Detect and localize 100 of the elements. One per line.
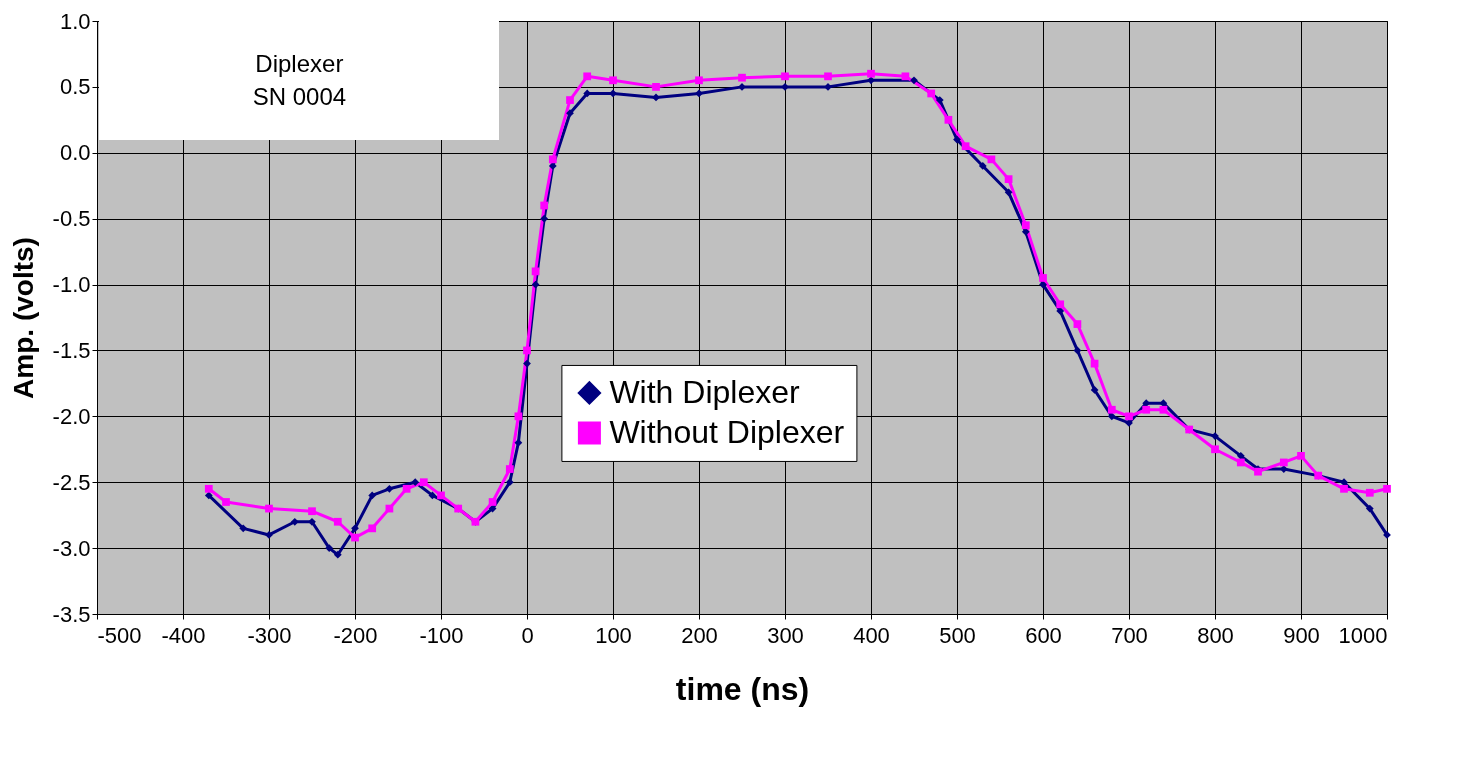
point <box>1021 221 1030 230</box>
legend-label: With Diplexer <box>609 373 801 410</box>
point <box>781 72 789 81</box>
x-tick-label: 200 <box>681 622 718 648</box>
x-tick-label: 0 <box>521 622 534 648</box>
y-axis-title: Amp. (volts) <box>7 237 39 399</box>
x-tick-label: 1000 <box>1338 622 1388 648</box>
point <box>333 550 342 559</box>
point <box>505 478 514 487</box>
point <box>1159 405 1168 414</box>
point <box>419 478 428 487</box>
x-tick-label: -400 <box>161 622 206 648</box>
point <box>695 76 703 85</box>
point <box>402 484 411 493</box>
point <box>1211 445 1219 454</box>
annotation: SN 0004 <box>252 82 347 113</box>
point <box>540 201 549 210</box>
point <box>411 478 420 487</box>
point <box>531 280 540 289</box>
point <box>368 491 377 500</box>
point <box>1073 346 1082 355</box>
point <box>738 83 746 91</box>
point <box>1365 504 1374 513</box>
point <box>961 142 970 151</box>
point <box>368 524 377 533</box>
point <box>540 214 549 223</box>
point <box>1056 307 1065 315</box>
point <box>488 504 497 513</box>
point <box>1090 386 1099 394</box>
point <box>488 498 497 506</box>
point <box>1340 484 1348 493</box>
point <box>523 346 531 355</box>
point <box>428 491 437 500</box>
y-tick-label: 0.0 <box>59 140 91 166</box>
y-tick-label: 0.5 <box>59 74 91 100</box>
x-tick-label: 500 <box>939 622 976 648</box>
point <box>1039 280 1047 289</box>
y-tick-label: -2.0 <box>52 403 91 429</box>
point <box>910 76 918 85</box>
point <box>308 517 316 526</box>
point <box>824 83 832 91</box>
point <box>1004 188 1013 197</box>
point <box>1004 175 1013 184</box>
y-tick-label: -0.5 <box>52 206 91 232</box>
point <box>738 73 746 82</box>
x-tick-label: 100 <box>595 622 632 648</box>
point <box>1279 458 1288 467</box>
x-axis-title: time (ns) <box>675 670 810 707</box>
point <box>437 491 445 500</box>
point <box>944 115 953 124</box>
point <box>1073 320 1082 328</box>
legend-label: Without Diplexer <box>609 413 845 450</box>
point <box>1125 412 1133 421</box>
point <box>333 517 342 526</box>
point <box>385 484 394 493</box>
point <box>523 359 531 368</box>
point <box>609 76 617 85</box>
point <box>351 533 359 542</box>
point <box>351 524 359 533</box>
x-tick-label: 400 <box>853 622 890 648</box>
point <box>325 544 334 552</box>
x-tick-label: 900 <box>1283 622 1320 648</box>
point <box>978 162 987 170</box>
point <box>1236 458 1245 467</box>
y-tick-label: -1.0 <box>52 272 91 298</box>
point <box>935 96 944 104</box>
x-tick-label: 600 <box>1025 622 1062 648</box>
point <box>953 135 961 144</box>
point <box>781 83 789 91</box>
point <box>867 69 875 78</box>
point <box>1142 405 1151 414</box>
point <box>1039 274 1047 282</box>
point <box>609 89 617 98</box>
x-tick-label: -200 <box>333 622 378 648</box>
point <box>514 412 523 421</box>
point <box>548 162 557 170</box>
point <box>290 517 299 526</box>
y-tick-label: -3.0 <box>52 535 91 561</box>
point <box>566 96 574 104</box>
text-box: Diplexer SN 0004 <box>99 21 500 140</box>
point <box>1056 300 1065 309</box>
point <box>308 507 316 516</box>
point <box>265 504 273 513</box>
x-tick-label: -500 <box>97 622 142 648</box>
point <box>1236 451 1245 460</box>
point <box>505 465 514 473</box>
point <box>695 89 703 98</box>
point <box>1383 484 1391 493</box>
annotation: Diplexer <box>255 48 344 79</box>
y-tick-label: -1.5 <box>52 337 91 363</box>
point <box>583 72 592 81</box>
x-tick-label: -100 <box>419 622 464 648</box>
point <box>548 155 557 164</box>
point <box>652 93 660 102</box>
point <box>987 155 996 164</box>
y-tick-label: -3.5 <box>52 601 91 627</box>
point <box>824 72 832 81</box>
x-tick-label: -300 <box>247 622 292 648</box>
point <box>566 109 574 118</box>
point <box>204 484 213 493</box>
